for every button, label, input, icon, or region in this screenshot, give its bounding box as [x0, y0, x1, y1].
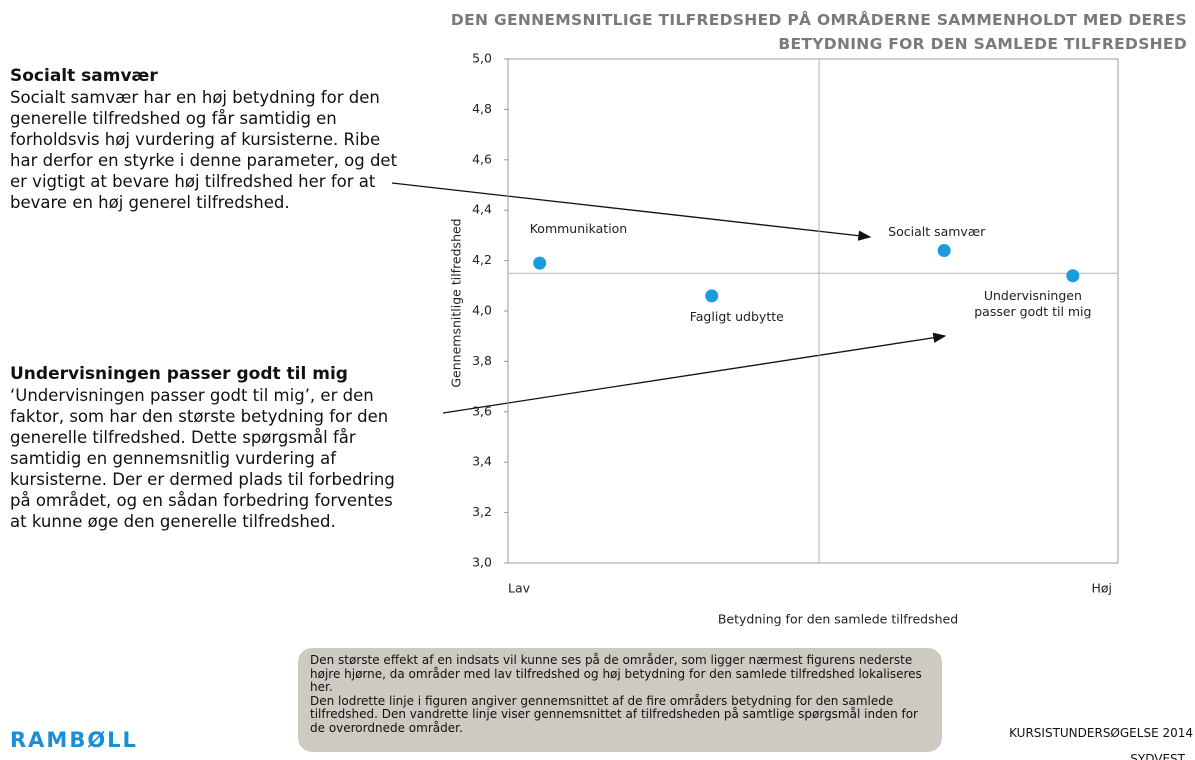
- info-text: Den lodrette linje i figuren angiver gen…: [310, 693, 918, 735]
- arrow: [442, 332, 947, 414]
- footer-text: SYDVEST: [1130, 752, 1185, 760]
- point: [533, 256, 547, 270]
- x-tick-label: Høj: [1091, 581, 1112, 596]
- footer-text: KURSISTUNDERSØGELSE 2014: [1009, 726, 1193, 740]
- y-tick-label: 4,4: [472, 202, 492, 217]
- arrow: [391, 182, 872, 241]
- chart-title: DEN GENNEMSNITLIGE TILFREDSHED PÅ OMRÅDE…: [247, 8, 1187, 56]
- note: Undervisningen passer godt til mig ‘Unde…: [10, 364, 405, 532]
- note-heading: Undervisningen passer godt til mig: [10, 364, 348, 384]
- title-line: BETYDNING FOR DEN SAMLEDE TILFREDSHED: [778, 35, 1187, 53]
- y-tick-label: 3,6: [472, 403, 492, 418]
- info-text: Den største effekt af en indsats vil kun…: [310, 653, 922, 694]
- point-label: Socialt samvær: [888, 223, 986, 239]
- point: [937, 244, 951, 258]
- y-tick-label: 3,2: [472, 504, 492, 519]
- point-label: Fagligt udbytte: [689, 308, 784, 324]
- point: [1066, 269, 1080, 283]
- x-axis-label: Betydning for den samlede tilfredshed: [718, 612, 958, 627]
- point: [705, 289, 719, 303]
- y-tick-label: 3,4: [472, 454, 492, 469]
- y-tick-label: 4,2: [472, 252, 492, 267]
- y-tick-label: 3,0: [472, 555, 492, 570]
- logo: RAMBØLL: [10, 728, 138, 752]
- y-tick-label: 4,6: [472, 151, 492, 166]
- y-tick-label: 4,8: [472, 101, 492, 116]
- note: Socialt samvær Socialt samvær har en høj…: [10, 66, 405, 213]
- point-label: Undervisningen passer godt til mig: [974, 287, 1092, 319]
- note-text: Socialt samvær har en høj betydning for …: [10, 88, 398, 212]
- note-text: ‘Undervisningen passer godt til mig’, er…: [10, 386, 395, 531]
- y-tick-label: 5,0: [472, 51, 492, 66]
- point-label: Kommunikation: [529, 221, 628, 237]
- x-tick-label: Lav: [508, 581, 531, 596]
- note-heading: Socialt samvær: [10, 66, 158, 86]
- title-line: DEN GENNEMSNITLIGE TILFREDSHED PÅ OMRÅDE…: [450, 11, 1187, 29]
- y-tick-label: 4,0: [472, 303, 492, 318]
- y-tick-label: 3,8: [472, 353, 492, 368]
- info-box: Den største effekt af en indsats vil kun…: [298, 648, 942, 752]
- y-axis-label: Gennemsnitlige tilfredshed: [449, 218, 464, 387]
